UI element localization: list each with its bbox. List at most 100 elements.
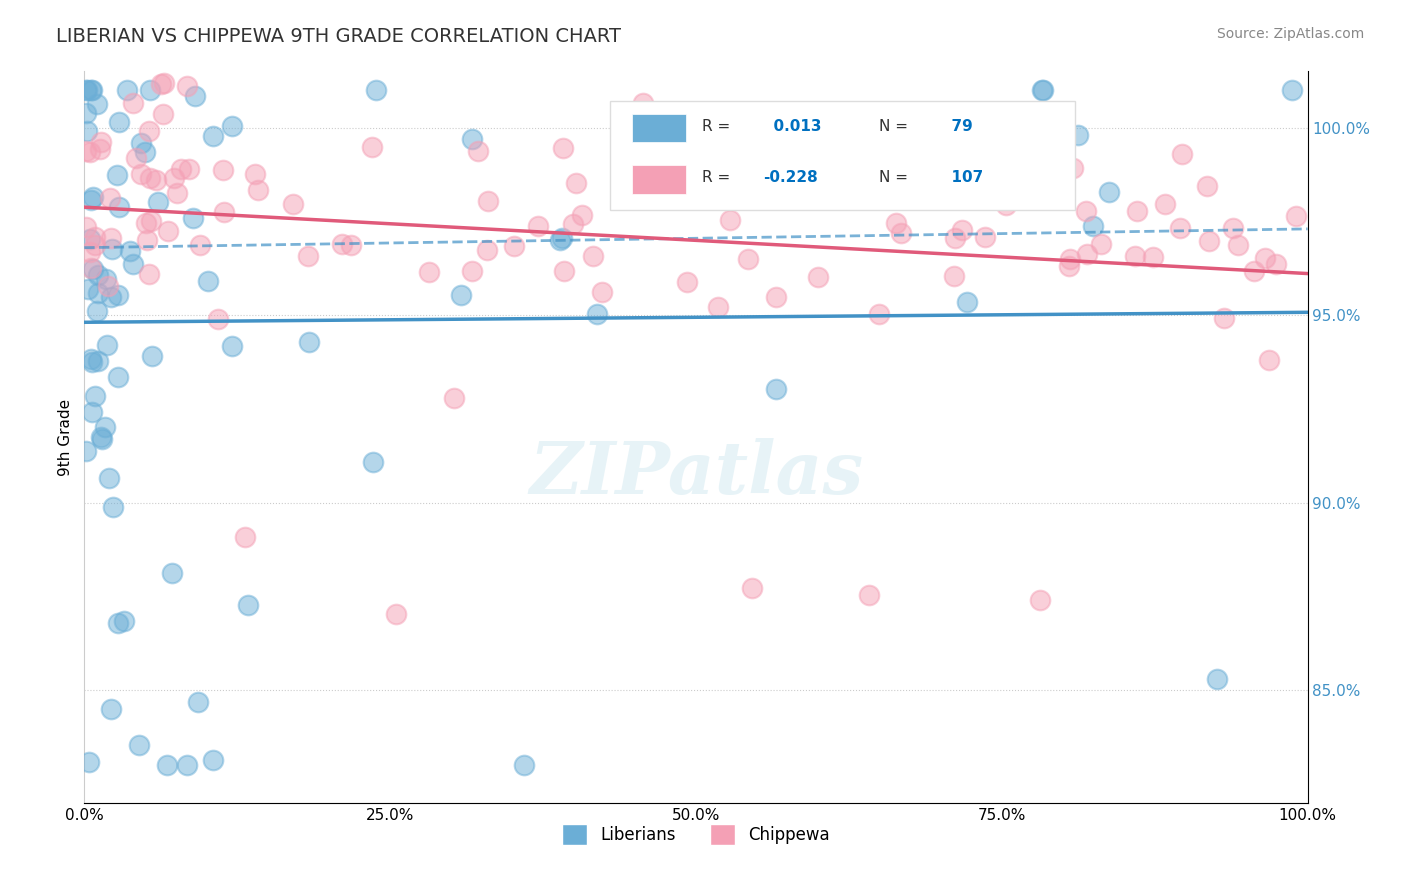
- Liberians: [84, 389, 107, 403]
- Chippewa: [138, 124, 160, 138]
- Chippewa: [1195, 178, 1218, 193]
- Chippewa: [297, 249, 319, 263]
- Chippewa: [945, 231, 967, 245]
- Liberians: [75, 83, 97, 97]
- Chippewa: [149, 77, 172, 91]
- Chippewa: [80, 260, 103, 275]
- Chippewa: [737, 252, 759, 267]
- Liberians: [79, 231, 101, 245]
- Liberians: [76, 83, 98, 97]
- Chippewa: [527, 219, 550, 234]
- Liberians: [79, 351, 101, 366]
- FancyBboxPatch shape: [633, 165, 686, 194]
- Liberians: [551, 230, 574, 244]
- Liberians: [361, 455, 384, 469]
- Chippewa: [1126, 204, 1149, 219]
- Liberians: [1205, 672, 1227, 686]
- Liberians: [100, 242, 122, 256]
- Liberians: [139, 83, 162, 97]
- Chippewa: [1227, 237, 1250, 252]
- Liberians: [238, 598, 260, 612]
- Chippewa: [782, 175, 804, 189]
- Legend: Liberians, Chippewa: Liberians, Chippewa: [554, 816, 838, 853]
- Chippewa: [361, 139, 384, 153]
- Chippewa: [79, 145, 101, 160]
- Liberians: [107, 287, 129, 301]
- Chippewa: [467, 145, 489, 159]
- Liberians: [87, 354, 110, 368]
- Liberians: [80, 83, 103, 97]
- Chippewa: [97, 279, 120, 293]
- Chippewa: [718, 212, 741, 227]
- Liberians: [80, 193, 103, 207]
- Chippewa: [1222, 221, 1244, 235]
- Chippewa: [1168, 221, 1191, 235]
- Chippewa: [797, 173, 820, 187]
- Chippewa: [1076, 246, 1098, 260]
- Chippewa: [728, 174, 751, 188]
- Liberians: [121, 257, 143, 271]
- Liberians: [94, 420, 117, 434]
- Chippewa: [502, 238, 524, 252]
- Chippewa: [214, 205, 236, 219]
- Chippewa: [84, 230, 107, 244]
- Chippewa: [675, 275, 697, 289]
- Chippewa: [247, 183, 270, 197]
- Chippewa: [75, 144, 97, 158]
- Liberians: [1031, 83, 1053, 97]
- Liberians: [146, 194, 169, 209]
- Liberians: [86, 304, 108, 318]
- Liberians: [76, 124, 98, 138]
- Chippewa: [188, 237, 211, 252]
- Text: -0.228: -0.228: [763, 169, 818, 185]
- Liberians: [366, 83, 388, 97]
- Chippewa: [89, 142, 111, 156]
- Liberians: [107, 616, 129, 631]
- Liberians: [134, 145, 156, 160]
- Liberians: [221, 119, 243, 133]
- Chippewa: [283, 197, 305, 211]
- Chippewa: [741, 581, 763, 595]
- Chippewa: [138, 267, 160, 281]
- Chippewa: [461, 264, 484, 278]
- Chippewa: [418, 265, 440, 279]
- Chippewa: [84, 238, 107, 252]
- Chippewa: [765, 290, 787, 304]
- Liberians: [129, 136, 152, 151]
- Chippewa: [207, 312, 229, 326]
- Chippewa: [1029, 592, 1052, 607]
- Liberians: [112, 614, 135, 628]
- Text: Source: ZipAtlas.com: Source: ZipAtlas.com: [1216, 27, 1364, 41]
- Chippewa: [1090, 236, 1112, 251]
- Liberians: [90, 432, 112, 446]
- Chippewa: [1171, 147, 1194, 161]
- Chippewa: [1062, 161, 1084, 176]
- Chippewa: [717, 174, 740, 188]
- Liberians: [183, 211, 205, 225]
- Chippewa: [553, 141, 575, 155]
- Chippewa: [212, 163, 235, 178]
- Chippewa: [139, 214, 162, 228]
- Liberians: [82, 189, 104, 203]
- Text: ZIPatlas: ZIPatlas: [529, 438, 863, 509]
- Liberians: [86, 97, 108, 112]
- Liberians: [118, 244, 141, 258]
- Chippewa: [443, 391, 465, 405]
- Chippewa: [821, 180, 844, 194]
- Chippewa: [152, 107, 174, 121]
- Chippewa: [340, 238, 363, 252]
- Chippewa: [1257, 352, 1279, 367]
- Liberians: [765, 382, 787, 396]
- Chippewa: [591, 285, 613, 299]
- Y-axis label: 9th Grade: 9th Grade: [58, 399, 73, 475]
- Chippewa: [135, 216, 157, 230]
- Chippewa: [79, 245, 101, 260]
- Liberians: [86, 268, 108, 282]
- Liberians: [107, 200, 129, 214]
- Liberians: [86, 286, 108, 301]
- Chippewa: [890, 226, 912, 240]
- Chippewa: [950, 192, 973, 206]
- Liberians: [96, 337, 118, 351]
- Text: 0.013: 0.013: [763, 119, 821, 134]
- Liberians: [1032, 83, 1054, 97]
